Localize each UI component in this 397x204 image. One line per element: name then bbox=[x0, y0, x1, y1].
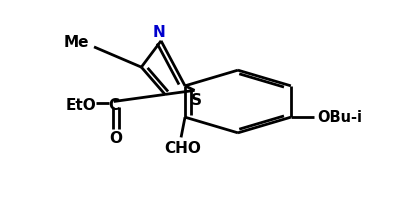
Text: OBu-i: OBu-i bbox=[318, 109, 362, 124]
Text: S: S bbox=[191, 93, 202, 108]
Text: O: O bbox=[110, 131, 123, 146]
Text: N: N bbox=[153, 25, 166, 40]
Text: EtO: EtO bbox=[66, 98, 97, 112]
Text: Me: Me bbox=[64, 35, 89, 50]
Text: CHO: CHO bbox=[165, 140, 201, 155]
Text: C: C bbox=[108, 98, 119, 112]
